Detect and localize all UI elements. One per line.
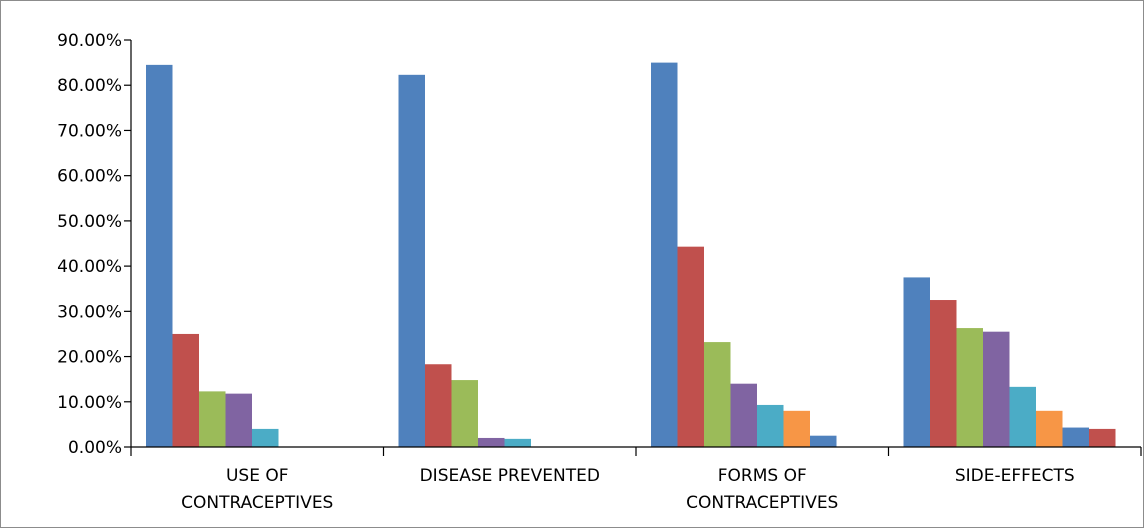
bar (757, 404, 784, 447)
x-tick-label: CONTRACEPTIVES (686, 493, 838, 513)
bar (983, 331, 1010, 447)
bar (398, 74, 425, 448)
y-tick-label: 80.00% (57, 76, 122, 96)
bar (677, 246, 704, 447)
x-tick-label: SIDE-EFFECTS (955, 466, 1075, 486)
x-tick-label: CONTRACEPTIVES (181, 493, 333, 513)
bar (1009, 386, 1036, 447)
y-tick-label: 70.00% (57, 121, 122, 141)
bar (252, 428, 279, 447)
bar (651, 62, 678, 447)
bar (1089, 428, 1116, 447)
bar (451, 380, 478, 447)
y-tick-label: 50.00% (57, 212, 122, 232)
y-tick-label: 90.00% (57, 31, 122, 51)
bar (1062, 427, 1089, 447)
bar (225, 393, 252, 447)
y-tick-label: 20.00% (57, 348, 122, 368)
bar (425, 364, 452, 447)
y-tick-label: 0.00% (68, 438, 122, 458)
y-tick-label: 40.00% (57, 257, 122, 277)
bar (930, 300, 957, 447)
bar (783, 410, 810, 447)
y-tick-label: 10.00% (57, 393, 122, 413)
y-tick-label: 60.00% (57, 167, 122, 187)
bar (810, 435, 837, 447)
bar (1036, 410, 1063, 447)
bar (146, 64, 173, 447)
x-tick-label: FORMS OF (718, 466, 807, 486)
bar (172, 333, 199, 447)
bar (504, 438, 531, 447)
bar (956, 328, 983, 447)
bar (730, 383, 757, 447)
x-tick-label: USE OF (226, 466, 289, 486)
bar (903, 277, 930, 447)
y-tick-label: 30.00% (57, 302, 122, 322)
x-tick-label: DISEASE PREVENTED (420, 466, 600, 486)
bar (478, 437, 505, 447)
bar (199, 391, 226, 447)
bar (704, 342, 731, 447)
